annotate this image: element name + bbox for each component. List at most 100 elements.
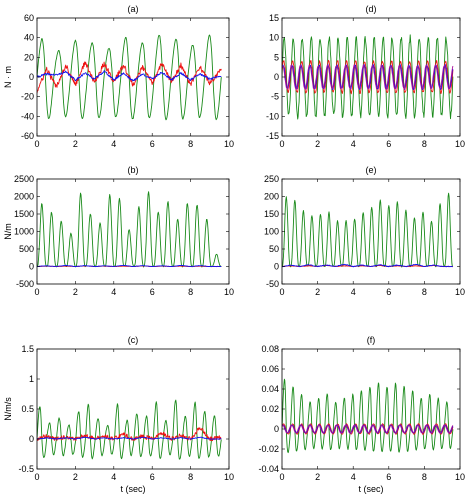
y-tick-label: 5 [274, 52, 279, 62]
series-group [282, 34, 454, 120]
x-tick-label: 6 [150, 472, 155, 482]
x-tick-label: 8 [422, 139, 427, 149]
x-tick-label: 0 [279, 287, 284, 297]
x-axis-label: t (sec) [120, 484, 145, 494]
y-tick-label: -40 [21, 111, 34, 121]
series-line-0 [37, 399, 222, 460]
y-axis-label: N/m/s [3, 397, 13, 421]
series-line-2 [282, 424, 454, 434]
series-line-3 [282, 64, 454, 90]
panel-title: (c) [128, 335, 139, 345]
x-tick-label: 4 [111, 472, 116, 482]
series-line-2 [37, 436, 222, 440]
x-tick-label: 4 [111, 139, 116, 149]
y-tick-label: 0.06 [261, 364, 279, 374]
y-tick-label: 50 [269, 244, 279, 254]
x-tick-label: 10 [455, 139, 465, 149]
y-axis-label: N/m [3, 223, 13, 240]
y-tick-label: 20 [24, 52, 34, 62]
y-tick-label: 100 [264, 227, 279, 237]
y-tick-label: -15 [266, 131, 279, 141]
y-tick-label: -20 [21, 92, 34, 102]
panel-title: (d) [366, 4, 377, 14]
series-line-0 [37, 191, 222, 268]
plot-frame [36, 178, 230, 285]
x-tick-label: 0 [34, 287, 39, 297]
series-line-1 [37, 61, 222, 94]
series-line-2 [37, 264, 222, 268]
panel-title: (e) [366, 165, 377, 175]
panel-title: (b) [128, 165, 139, 175]
y-tick-label: 2000 [14, 192, 34, 202]
y-tick-label: -5 [271, 92, 279, 102]
series-line-2 [37, 70, 222, 82]
panel-1: 0 2 4 6 8 10 -15 -10 -5 0 5 10 15 (d) [266, 4, 465, 149]
series-line-2 [282, 263, 454, 268]
x-tick-label: 6 [386, 472, 391, 482]
y-tick-label: 1000 [14, 227, 34, 237]
y-tick-label: 0 [274, 262, 279, 272]
y-tick-label: 0 [29, 72, 34, 82]
y-tick-label: 0 [29, 434, 34, 444]
x-tick-label: 8 [188, 139, 193, 149]
x-tick-label: 6 [386, 287, 391, 297]
x-axis-label: t (sec) [358, 484, 383, 494]
x-tick-label: 0 [34, 139, 39, 149]
series-group [37, 34, 222, 121]
x-tick-label: 8 [188, 472, 193, 482]
x-tick-label: 6 [386, 139, 391, 149]
panel-4: 0 2 4 6 8 10-0.500.511.5(c)N/m/st (sec) [3, 335, 234, 494]
y-tick-label: 1 [29, 374, 34, 384]
y-tick-label: 2500 [14, 174, 34, 184]
x-tick-label: 2 [73, 472, 78, 482]
x-tick-label: 6 [150, 287, 155, 297]
x-tick-label: 0 [279, 139, 284, 149]
x-tick-label: 4 [351, 287, 356, 297]
x-tick-label: 0 [34, 472, 39, 482]
x-tick-label: 8 [188, 287, 193, 297]
series-group [37, 399, 222, 460]
x-tick-label: 2 [315, 472, 320, 482]
y-tick-label: -0.04 [258, 464, 279, 474]
series-line-0 [282, 192, 454, 268]
series-line-3 [282, 424, 454, 434]
x-tick-label: 4 [111, 287, 116, 297]
y-tick-label: 500 [19, 244, 34, 254]
x-tick-label: 10 [224, 472, 234, 482]
y-tick-label: 40 [24, 33, 34, 43]
x-tick-label: 0 [279, 472, 284, 482]
y-tick-label: -500 [16, 279, 34, 289]
y-tick-label: 150 [264, 209, 279, 219]
y-axis-label: N · m [3, 66, 13, 88]
plot-frame [281, 178, 461, 285]
y-tick-label: 200 [264, 192, 279, 202]
x-tick-label: 2 [73, 287, 78, 297]
y-tick-label: 0.02 [261, 404, 279, 414]
y-tick-label: -10 [266, 111, 279, 121]
y-tick-label: 0 [274, 424, 279, 434]
x-tick-label: 6 [150, 139, 155, 149]
y-tick-label: -60 [21, 131, 34, 141]
series-group [282, 192, 454, 268]
x-tick-label: 8 [422, 472, 427, 482]
panel-title: (f) [367, 335, 376, 345]
x-tick-label: 2 [73, 139, 78, 149]
y-tick-label: 0.04 [261, 384, 279, 394]
x-tick-label: 2 [315, 287, 320, 297]
y-tick-label: 0 [29, 262, 34, 272]
x-tick-label: 10 [455, 472, 465, 482]
y-tick-label: 60 [24, 13, 34, 23]
y-tick-label: -0.5 [18, 464, 34, 474]
y-tick-label: 0 [274, 72, 279, 82]
y-tick-label: 250 [264, 174, 279, 184]
panel-title: (a) [128, 4, 139, 14]
series-group [37, 191, 222, 268]
series-line-2 [282, 64, 454, 91]
y-tick-label: 15 [269, 13, 279, 23]
y-tick-label: 1500 [14, 209, 34, 219]
y-tick-label: 0.5 [21, 404, 34, 414]
